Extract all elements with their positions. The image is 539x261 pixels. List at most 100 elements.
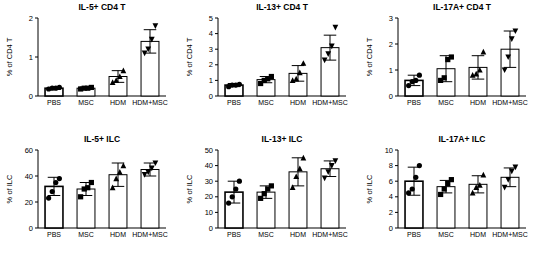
error-bar — [228, 181, 241, 203]
title: IL-17A+ ILC — [439, 134, 486, 144]
point — [322, 58, 328, 64]
bar — [469, 67, 487, 96]
point — [89, 85, 94, 90]
error-line — [330, 35, 331, 60]
point — [258, 196, 263, 201]
point — [300, 60, 306, 66]
point — [449, 54, 454, 59]
y-tick-label: 2 — [389, 208, 393, 217]
panel: IL-13+ CD4 T% of CD4 T012345PBSMSCHDMHDM… — [185, 2, 348, 106]
point — [413, 78, 418, 83]
point — [470, 190, 476, 196]
y-tick — [215, 49, 218, 50]
point — [53, 180, 58, 185]
point — [152, 23, 158, 29]
y-label: % of CD4 T — [5, 37, 14, 76]
y-tick — [215, 80, 218, 81]
y-tick-label: 6 — [389, 177, 393, 186]
point — [233, 186, 238, 191]
y-tick — [215, 228, 218, 229]
title: IL-5+ CD4 T — [79, 2, 127, 12]
y-tick — [35, 57, 38, 58]
title: IL-13+ ILC — [262, 134, 303, 144]
point — [417, 163, 422, 168]
x-tick-label: PBS — [227, 99, 241, 106]
y-tick — [395, 70, 398, 71]
y-tick — [215, 181, 218, 182]
figure: IL-5+ CD4 T % of CD4 T 0 1 2 PBS MSC HDM HDM+MSC… — [0, 0, 539, 261]
error-cap — [472, 55, 485, 56]
x-tick-label: HDM — [470, 99, 486, 106]
point — [300, 155, 306, 161]
point — [297, 70, 303, 76]
point — [509, 36, 515, 42]
point — [237, 82, 242, 87]
error-bar — [324, 161, 337, 177]
point — [57, 176, 62, 181]
y-tick-label: 2 — [29, 14, 33, 23]
point — [50, 189, 55, 194]
y-tick — [215, 18, 218, 19]
point — [145, 47, 151, 53]
y-tick-label: 1 — [389, 66, 393, 75]
panel: IL-17A+ CD4 T% of CD4 T0123PBSMSCHDMHDM+… — [365, 2, 528, 106]
marks — [405, 163, 519, 228]
y-tick-label: 40 — [25, 172, 33, 181]
x-tick-label: HDM — [110, 99, 126, 106]
point — [417, 73, 422, 78]
x-tick-label: HDM+MSC — [312, 99, 348, 106]
error-cap — [292, 185, 305, 186]
point — [269, 183, 274, 188]
point — [110, 185, 116, 191]
y-tick-label: 4 — [389, 192, 393, 201]
bar — [45, 186, 63, 228]
y-tick-label: 1 — [209, 76, 213, 85]
error-line — [234, 181, 235, 203]
x-tick-label: HDM — [290, 231, 306, 238]
point — [46, 196, 51, 201]
y-axis — [218, 18, 219, 96]
y-tick-label: 0 — [389, 92, 393, 101]
point — [512, 28, 518, 34]
y-tick-label: 5 — [209, 14, 213, 23]
y-axis — [398, 150, 399, 228]
y-tick-label: 20 — [25, 198, 33, 207]
error-bar — [504, 168, 517, 187]
y-tick-label: 0 — [389, 224, 393, 233]
point — [293, 76, 299, 82]
y-tick — [395, 96, 398, 97]
x-tick-label: HDM+MSC — [132, 99, 168, 106]
x-tick-label: MSC — [258, 231, 274, 238]
x-tick-label: HDM — [290, 99, 306, 106]
title: IL-5+ ILC — [84, 134, 120, 144]
y-tick-label: 8 — [389, 161, 393, 170]
error-line — [150, 30, 151, 53]
x-tick-label: PBS — [47, 99, 61, 106]
bar — [225, 192, 243, 228]
y-label: % of ILC — [365, 174, 374, 203]
error-cap — [472, 79, 485, 80]
y-tick-label: 50 — [205, 146, 213, 155]
bar — [437, 187, 455, 228]
panel: IL-13+ ILC% of ILC01020304050PBSMSCHDMHD… — [185, 134, 348, 238]
y-tick-label: 30 — [205, 177, 213, 186]
point — [142, 51, 148, 57]
point — [332, 158, 338, 164]
point — [293, 173, 299, 179]
y-tick — [35, 18, 38, 19]
point — [142, 172, 148, 178]
y-tick — [395, 181, 398, 182]
point — [438, 192, 443, 197]
y-tick — [395, 212, 398, 213]
point — [410, 186, 415, 191]
y-tick-label: 0 — [29, 92, 33, 101]
point — [57, 85, 62, 90]
y-tick — [215, 196, 218, 197]
marks — [225, 25, 339, 96]
y-tick — [395, 165, 398, 166]
y-axis — [38, 150, 39, 228]
x-tick-label: MSC — [78, 231, 94, 238]
y-tick — [215, 212, 218, 213]
x-tick-label: HDM+MSC — [492, 231, 528, 238]
point — [325, 51, 331, 57]
